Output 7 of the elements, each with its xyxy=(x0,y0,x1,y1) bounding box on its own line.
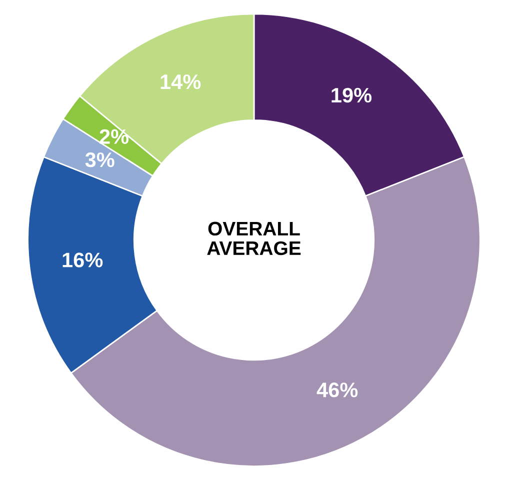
data-label: 3% xyxy=(85,152,114,168)
data-label: 19% xyxy=(332,88,372,103)
data-label: 46% xyxy=(316,382,358,398)
text: OVERALL AVERAGE xyxy=(207,222,301,256)
data-label: 2% xyxy=(100,129,129,144)
data-label: 14% xyxy=(160,74,201,90)
data-label: 16% xyxy=(62,252,103,268)
